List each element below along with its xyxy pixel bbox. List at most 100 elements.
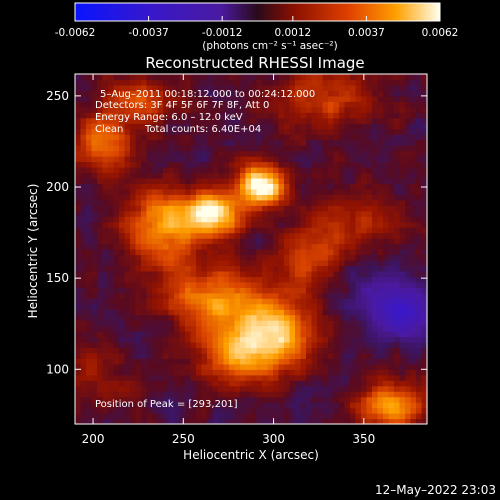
heatmap-cell: [366, 216, 373, 223]
heatmap-cell: [278, 84, 285, 92]
heatmap-cell: [377, 413, 384, 420]
heatmap-cell: [157, 128, 164, 135]
heatmap-cell: [234, 106, 241, 113]
heatmap-cell: [262, 347, 269, 354]
heatmap-cell: [388, 227, 395, 234]
heatmap-cell: [355, 199, 362, 206]
heatmap-cell: [256, 298, 263, 305]
heatmap-cell: [267, 112, 274, 119]
heatmap-cell: [399, 303, 406, 310]
heatmap-cell: [300, 249, 307, 256]
heatmap-cell: [339, 238, 346, 245]
heatmap-cell: [372, 205, 379, 212]
heatmap-cell: [421, 276, 428, 283]
heatmap-cell: [135, 298, 142, 305]
heatmap-cell: [267, 188, 274, 195]
heatmap-cell: [262, 194, 269, 201]
heatmap-cell: [135, 374, 142, 381]
heatmap-cell: [201, 221, 208, 228]
heatmap-cell: [355, 188, 362, 195]
heatmap-cell: [212, 331, 219, 338]
heatmap-cell: [333, 156, 340, 163]
heatmap-cell: [108, 325, 115, 332]
heatmap-cell: [185, 314, 192, 321]
heatmap-cell: [273, 270, 280, 277]
heatmap-cell: [317, 101, 324, 108]
heatmap-cell: [75, 303, 82, 310]
heatmap-cell: [108, 150, 115, 157]
heatmap-cell: [135, 243, 142, 250]
heatmap-cell: [289, 112, 296, 119]
heatmap-cell: [157, 402, 164, 409]
heatmap-cell: [328, 369, 335, 376]
heatmap-cell: [328, 292, 335, 299]
heatmap-cell: [75, 413, 82, 420]
heatmap-cell: [130, 183, 137, 190]
heatmap-cell: [108, 309, 115, 316]
heatmap-cell: [190, 205, 197, 212]
heatmap-cell: [190, 150, 197, 157]
heatmap-cell: [97, 320, 104, 327]
heatmap-cell: [163, 84, 170, 92]
heatmap-cell: [306, 396, 313, 403]
heatmap-cell: [372, 385, 379, 392]
heatmap-cell: [262, 396, 269, 403]
heatmap-cell: [284, 320, 291, 327]
heatmap-cell: [405, 221, 412, 228]
heatmap-cell: [317, 161, 324, 168]
heatmap-cell: [278, 325, 285, 332]
heatmap-cell: [223, 292, 230, 299]
heatmap-cell: [130, 150, 137, 157]
heatmap-cell: [322, 150, 329, 157]
heatmap-cell: [207, 276, 214, 283]
heatmap-cell: [394, 418, 401, 425]
heatmap-cell: [163, 309, 170, 316]
heatmap-cell: [388, 90, 395, 97]
heatmap-cell: [361, 199, 368, 206]
heatmap-cell: [240, 216, 247, 223]
heatmap-cell: [333, 95, 340, 102]
heatmap-cell: [388, 172, 395, 179]
heatmap-cell: [405, 117, 412, 124]
heatmap-cell: [306, 243, 313, 250]
heatmap-cell: [377, 265, 384, 272]
heatmap-cell: [174, 287, 181, 294]
heatmap-cell: [108, 156, 115, 163]
heatmap-cell: [179, 238, 186, 245]
heatmap-cell: [119, 358, 126, 365]
heatmap-cell: [328, 232, 335, 239]
heatmap-cell: [344, 95, 351, 102]
heatmap-cell: [300, 276, 307, 283]
heatmap-cell: [196, 374, 203, 381]
heatmap-cell: [152, 145, 159, 152]
heatmap-cell: [196, 336, 203, 343]
heatmap-cell: [245, 238, 252, 245]
heatmap-cell: [311, 74, 318, 81]
heatmap-cell: [322, 363, 329, 370]
heatmap-cell: [157, 358, 164, 365]
heatmap-cell: [102, 358, 109, 365]
heatmap-cell: [306, 325, 313, 332]
heatmap-cell: [91, 396, 98, 403]
heatmap-cell: [146, 95, 153, 102]
heatmap-cell: [410, 161, 417, 168]
heatmap-cell: [251, 358, 258, 365]
heatmap-cell: [245, 358, 252, 365]
heatmap-cell: [86, 205, 93, 212]
heatmap-cell: [218, 166, 225, 174]
heatmap-cell: [135, 232, 142, 239]
heatmap-cell: [102, 385, 109, 392]
heatmap-cell: [306, 341, 313, 349]
heatmap-cell: [86, 134, 93, 141]
heatmap-cell: [141, 303, 148, 310]
heatmap-cell: [300, 150, 307, 157]
heatmap-cell: [113, 363, 120, 370]
heatmap-cell: [262, 325, 269, 332]
heatmap-cell: [416, 101, 423, 108]
heatmap-cell: [317, 74, 324, 81]
heatmap-cell: [157, 221, 164, 228]
heatmap-cell: [273, 210, 280, 217]
heatmap-cell: [377, 128, 384, 135]
heatmap-cell: [361, 188, 368, 195]
heatmap-cell: [339, 281, 346, 288]
